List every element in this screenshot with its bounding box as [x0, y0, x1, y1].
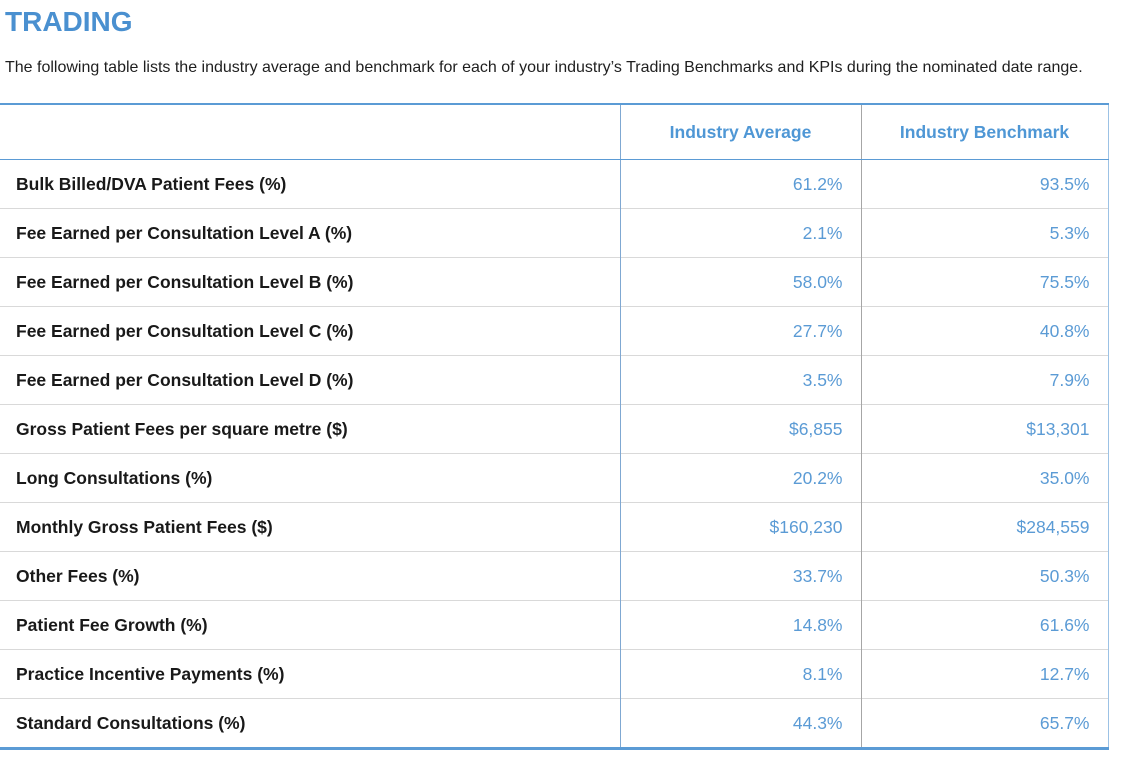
table-row: Fee Earned per Consultation Level B (%) 5…: [0, 257, 1109, 307]
page-description: The following table lists the industry a…: [5, 59, 1083, 76]
row-label: Gross Patient Fees per square metre ($): [0, 404, 621, 454]
table-row: Fee Earned per Consultation Level A (%) 2…: [0, 208, 1109, 258]
table-header-row: Industry Average Industry Benchmark: [0, 104, 1109, 160]
row-label: Monthly Gross Patient Fees ($): [0, 502, 621, 552]
row-average-value: 20.2%: [620, 453, 862, 503]
row-average-value: $6,855: [620, 404, 862, 454]
row-benchmark-value: 61.6%: [861, 600, 1109, 650]
column-header-industry-average: Industry Average: [620, 104, 862, 160]
trading-benchmarks-table: Industry Average Industry Benchmark Bulk…: [0, 103, 1109, 750]
table-row: Standard Consultations (%) 44.3% 65.7%: [0, 698, 1109, 749]
table-row: Other Fees (%) 33.7% 50.3%: [0, 551, 1109, 601]
table-row: Gross Patient Fees per square metre ($) $…: [0, 404, 1109, 454]
row-average-value: 33.7%: [620, 551, 862, 601]
table-row: Practice Incentive Payments (%) 8.1% 12.7%: [0, 649, 1109, 699]
row-average-value: 61.2%: [620, 159, 862, 209]
row-average-value: 2.1%: [620, 208, 862, 258]
row-benchmark-value: $13,301: [861, 404, 1109, 454]
row-average-value: 3.5%: [620, 355, 862, 405]
row-benchmark-value: 35.0%: [861, 453, 1109, 503]
row-label: Patient Fee Growth (%): [0, 600, 621, 650]
table-row: Fee Earned per Consultation Level D (%) 3…: [0, 355, 1109, 405]
row-average-value: $160,230: [620, 502, 862, 552]
row-label: Standard Consultations (%): [0, 698, 621, 749]
row-average-value: 58.0%: [620, 257, 862, 307]
row-label: Fee Earned per Consultation Level C (%): [0, 306, 621, 356]
row-benchmark-value: 12.7%: [861, 649, 1109, 699]
row-average-value: 27.7%: [620, 306, 862, 356]
row-benchmark-value: 75.5%: [861, 257, 1109, 307]
table-row: Patient Fee Growth (%) 14.8% 61.6%: [0, 600, 1109, 650]
row-benchmark-value: 5.3%: [861, 208, 1109, 258]
table-row: Monthly Gross Patient Fees ($) $160,230 $2…: [0, 502, 1109, 552]
row-benchmark-value: 7.9%: [861, 355, 1109, 405]
row-label: Fee Earned per Consultation Level A (%): [0, 208, 621, 258]
empty-header-cell: [0, 104, 621, 160]
row-label: Fee Earned per Consultation Level B (%): [0, 257, 621, 307]
row-benchmark-value: $284,559: [861, 502, 1109, 552]
row-average-value: 44.3%: [620, 698, 862, 749]
row-label: Fee Earned per Consultation Level D (%): [0, 355, 621, 405]
table-row: Long Consultations (%) 20.2% 35.0%: [0, 453, 1109, 503]
row-benchmark-value: 40.8%: [861, 306, 1109, 356]
row-benchmark-value: 65.7%: [861, 698, 1109, 749]
row-label: Bulk Billed/DVA Patient Fees (%): [0, 159, 621, 209]
row-label: Other Fees (%): [0, 551, 621, 601]
row-label: Long Consultations (%): [0, 453, 621, 503]
row-label: Practice Incentive Payments (%): [0, 649, 621, 699]
table-row: Bulk Billed/DVA Patient Fees (%) 61.2% 93.…: [0, 159, 1109, 209]
row-average-value: 14.8%: [620, 600, 862, 650]
row-average-value: 8.1%: [620, 649, 862, 699]
column-header-industry-benchmark: Industry Benchmark: [861, 104, 1109, 160]
page-title: TRADING: [5, 6, 133, 37]
table-row: Fee Earned per Consultation Level C (%) 2…: [0, 306, 1109, 356]
row-benchmark-value: 93.5%: [861, 159, 1109, 209]
row-benchmark-value: 50.3%: [861, 551, 1109, 601]
